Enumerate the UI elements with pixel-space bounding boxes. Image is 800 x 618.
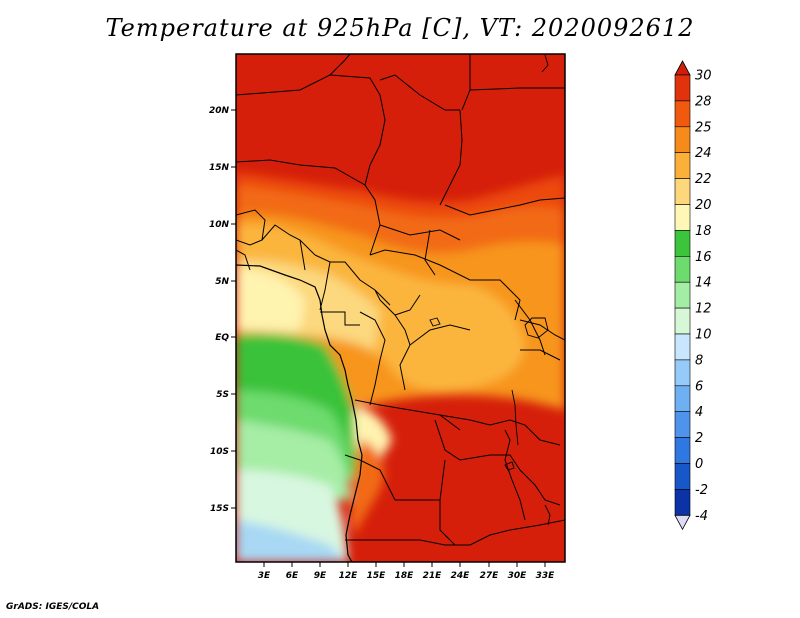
- colorbar-box: [674, 463, 691, 490]
- lat-label-15n: 15N: [209, 163, 230, 173]
- lat-label-10n: 10N: [209, 220, 230, 230]
- colorbar-box: [674, 100, 691, 128]
- lon-label-33e: 33E: [536, 571, 556, 581]
- colorbar-label: 12: [695, 302, 712, 317]
- colorbar-box: [674, 489, 691, 516]
- colorbar-label: 25: [695, 120, 712, 135]
- colorbar-box: [674, 333, 691, 361]
- colorbar-label: 10: [695, 328, 712, 343]
- lon-label-15e: 15E: [367, 571, 387, 581]
- colorbar-box: [674, 152, 691, 179]
- colorbar-box: [674, 178, 691, 205]
- lon-label-18e: 18E: [395, 571, 415, 581]
- colorbar-label: 18: [695, 224, 712, 239]
- colorbar-box: [674, 126, 691, 154]
- colorbar-label: 8: [695, 353, 703, 368]
- lat-label-20n: 20N: [209, 106, 230, 116]
- colorbar-box: [674, 307, 691, 335]
- latitude-ticks: [231, 109, 236, 509]
- longitude-ticks: [263, 562, 546, 567]
- lon-label-3e: 3E: [258, 571, 271, 581]
- colorbar-box: [674, 411, 691, 438]
- colorbar-box: [674, 74, 691, 102]
- lat-label-15s: 15S: [210, 504, 229, 514]
- colorbar-box: [674, 359, 691, 387]
- colorbar-box: [674, 281, 691, 309]
- colorbar-label: 16: [695, 250, 712, 265]
- colorbar-label: 2: [695, 431, 703, 446]
- lon-label-27e: 27E: [480, 571, 500, 581]
- colorbar-box: [674, 204, 691, 231]
- lat-label-eq: EQ: [215, 333, 229, 343]
- colorbar-label: 28: [695, 94, 712, 109]
- lon-label-6e: 6E: [286, 571, 299, 581]
- lon-label-9e: 9E: [314, 571, 327, 581]
- lakes: [429, 54, 551, 526]
- credit-label: GrADS: IGES/COLA: [6, 602, 100, 612]
- colorbar-label: 0: [695, 457, 703, 472]
- colorbar-box: [674, 437, 691, 464]
- colorbar-label: 14: [695, 276, 712, 291]
- colorbar-label: 4: [695, 405, 703, 420]
- temperature-field: [236, 54, 565, 562]
- lat-label-5s: 5S: [216, 390, 229, 400]
- colorbar-box: [674, 385, 691, 412]
- map-title: Temperature at 925hPa [C], VT: 202009261…: [105, 14, 695, 42]
- colorbar-box: [674, 255, 691, 283]
- coastline: [236, 264, 363, 562]
- colorbar-box: [674, 230, 691, 257]
- lon-label-24e: 24E: [451, 571, 471, 581]
- lat-label-10s: 10S: [210, 447, 229, 457]
- lat-label-5n: 5N: [215, 277, 229, 287]
- colorbar-label: 24: [695, 146, 712, 161]
- lon-label-12e: 12E: [339, 571, 359, 581]
- colorbar-bottom-arrow: [674, 514, 691, 531]
- colorbar-label: 22: [695, 172, 712, 187]
- map-frame: [235, 53, 566, 563]
- lon-label-30e: 30E: [508, 571, 528, 581]
- colorbar-label: -2: [695, 483, 708, 498]
- lon-label-21e: 21E: [423, 571, 443, 581]
- colorbar-label: 30: [695, 69, 712, 84]
- colorbar-label: 6: [695, 379, 703, 394]
- colorbar-label: -4: [695, 509, 708, 524]
- colorbar-top-arrow: [674, 60, 691, 76]
- colorbar-label: 20: [695, 198, 712, 213]
